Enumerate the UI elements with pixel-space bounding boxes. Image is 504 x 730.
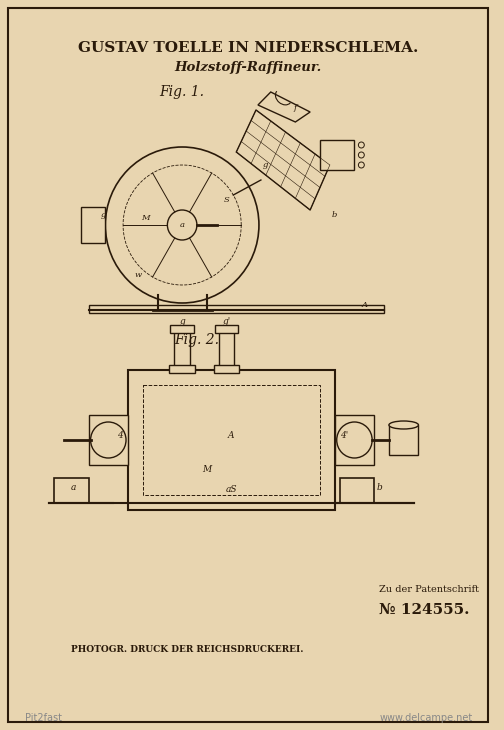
Text: Zu der Patentschrift: Zu der Patentschrift <box>379 585 479 594</box>
Bar <box>81 207 105 243</box>
Text: a: a <box>179 221 184 229</box>
Text: b: b <box>376 483 382 493</box>
Bar <box>89 415 128 465</box>
Bar <box>214 365 239 373</box>
Ellipse shape <box>389 421 418 429</box>
Text: 4: 4 <box>117 431 123 439</box>
Bar <box>340 478 374 503</box>
Text: A: A <box>228 431 235 439</box>
Text: GUSTAV TOELLE IN NIEDERSCHLEMA.: GUSTAV TOELLE IN NIEDERSCHLEMA. <box>78 41 418 55</box>
Text: M: M <box>142 214 150 222</box>
Text: № 124555.: № 124555. <box>379 603 470 617</box>
Bar <box>128 370 335 510</box>
Text: g: g <box>101 211 106 219</box>
Text: Fig. 1.: Fig. 1. <box>160 85 205 99</box>
Text: Pit2fast: Pit2fast <box>25 713 61 723</box>
Text: M: M <box>202 466 211 474</box>
Text: Fig. 2.: Fig. 2. <box>174 333 219 347</box>
Text: Holzstoff-Raffineur.: Holzstoff-Raffineur. <box>174 61 322 74</box>
Text: a: a <box>71 483 77 493</box>
Bar <box>215 325 238 333</box>
Text: b: b <box>332 211 338 219</box>
Bar <box>143 385 320 495</box>
Text: f: f <box>294 104 297 112</box>
Bar <box>335 415 374 465</box>
Text: www.delcampe.net: www.delcampe.net <box>380 713 473 723</box>
Text: w: w <box>134 271 142 279</box>
Text: aS: aS <box>226 485 237 494</box>
Text: PHOTOGR. DRUCK DER REICHSDRUCKEREI.: PHOTOGR. DRUCK DER REICHSDRUCKEREI. <box>71 645 303 655</box>
Text: S: S <box>224 196 229 204</box>
Text: 4': 4' <box>341 431 349 439</box>
Bar <box>174 330 190 370</box>
Bar <box>89 305 384 313</box>
Bar <box>389 425 418 455</box>
Text: g: g <box>263 161 269 169</box>
Text: A: A <box>361 301 367 309</box>
Bar <box>219 330 234 370</box>
Text: g': g' <box>222 318 230 326</box>
Text: g: g <box>179 318 185 326</box>
Bar <box>170 325 194 333</box>
Bar <box>320 140 354 170</box>
Bar <box>54 478 89 503</box>
Bar <box>169 365 195 373</box>
